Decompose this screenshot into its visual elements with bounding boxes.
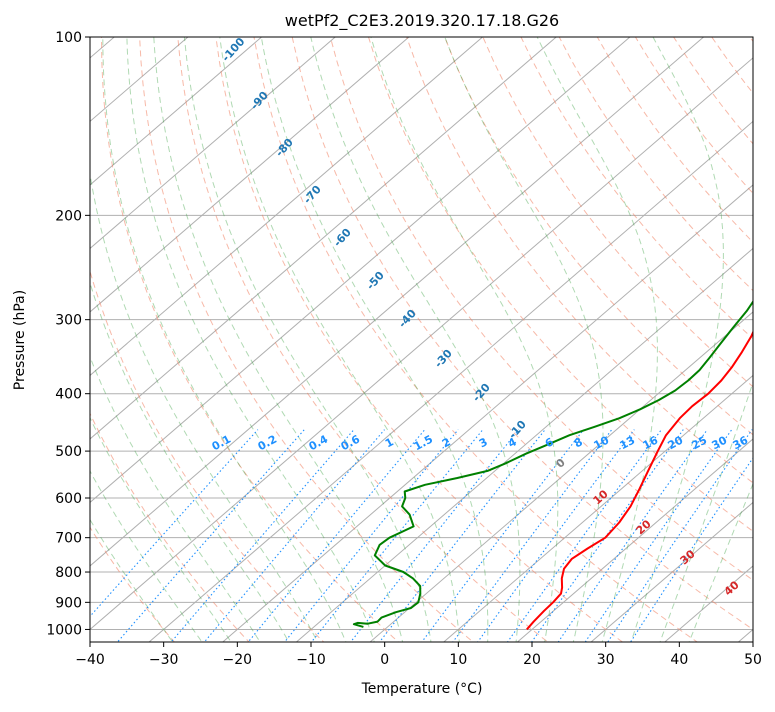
moist-adiabat-line xyxy=(90,355,261,642)
isotherm-line xyxy=(590,501,753,642)
isotherm-line xyxy=(90,37,410,313)
dry-adiabat-line xyxy=(291,37,753,631)
mixing-ratio-label: 30 xyxy=(710,433,730,452)
mixing-ratio-line xyxy=(310,429,484,642)
x-tick-label: 40 xyxy=(670,652,688,668)
mixing-ratio-line xyxy=(203,429,385,642)
y-axis-label: Pressure (hPa) xyxy=(12,290,28,390)
dry-adiabat-line xyxy=(90,269,325,642)
mixing-ratio-line xyxy=(170,429,355,642)
dry-adiabat-line xyxy=(253,37,699,642)
dry-adiabat-line xyxy=(406,37,753,484)
isotherm-line xyxy=(90,37,631,504)
dry-adiabat-line xyxy=(558,37,753,292)
plot-area: -100-90-80-70-60-50-40-30-20-100.1 0.2 0.4… xyxy=(90,37,753,642)
moist-adiabat-line xyxy=(153,37,404,642)
dry-adiabat-line xyxy=(444,37,753,436)
moist-adiabat-line xyxy=(630,37,724,642)
isotherm-line xyxy=(90,57,753,631)
x-axis-label: Temperature (°C) xyxy=(361,681,483,697)
isotherm-line xyxy=(90,37,484,377)
moist-adiabat-line xyxy=(102,37,347,642)
x-tick-label: 30 xyxy=(597,652,615,668)
moist-adiabat-line xyxy=(688,482,753,642)
dry-adiabat-line xyxy=(329,37,753,581)
y-tick-label: 300 xyxy=(55,313,82,329)
isotherm-line xyxy=(369,311,753,642)
moist-adiabat-line xyxy=(90,416,232,642)
isotherm-line xyxy=(443,374,753,642)
dry-adiabat-line xyxy=(520,37,753,340)
mixing-ratio-line xyxy=(378,429,546,642)
moist-adiabat-line xyxy=(90,470,203,642)
dry-adiabat-line xyxy=(139,37,474,642)
dry-adiabat-line xyxy=(215,37,624,642)
moist-adiabat-line xyxy=(90,518,174,642)
mixing-ratio-label: 36 xyxy=(731,433,751,452)
dry-adiabat-line xyxy=(482,37,753,388)
moist-adiabat-line xyxy=(219,37,460,642)
dry-adiabat-line xyxy=(90,412,250,642)
mixing-ratio-label: 16 xyxy=(641,433,661,452)
mixing-ratio-line xyxy=(477,429,635,642)
y-tick-label: 800 xyxy=(55,565,82,581)
isotherm-line xyxy=(90,37,189,123)
y-tick-label: 400 xyxy=(55,387,82,403)
y-tick-label: 500 xyxy=(55,444,82,460)
moist-adiabats xyxy=(90,37,753,642)
axes-frame xyxy=(89,36,754,643)
x-tick-label: 50 xyxy=(744,652,762,668)
moist-adiabat-line xyxy=(260,37,489,642)
moist-adiabat-line xyxy=(659,380,753,642)
moist-adiabat-line xyxy=(90,171,319,642)
x-tick-label: 0 xyxy=(380,652,389,668)
mixing-ratio-label: 20 xyxy=(666,433,686,452)
temperature-profile xyxy=(526,330,753,631)
mixing-ratio-line xyxy=(506,429,662,642)
y-tick-label: 700 xyxy=(55,531,82,547)
y-tick-label: 600 xyxy=(55,491,82,507)
mixing-ratio-line xyxy=(452,429,613,642)
moist-adiabat-line xyxy=(370,37,559,642)
x-tick-label: −40 xyxy=(75,652,105,668)
isotherm-line xyxy=(295,247,753,642)
x-tick-label: −20 xyxy=(223,652,253,668)
y-tick-label: 1000 xyxy=(46,622,82,638)
dry-adiabat-line xyxy=(177,37,549,642)
moist-adiabat-line xyxy=(183,37,432,642)
mixing-ratio-label: 13 xyxy=(618,434,638,453)
isotherm-line xyxy=(90,37,337,250)
mixing-ratio-line xyxy=(116,429,305,642)
y-tick-label: 900 xyxy=(55,595,82,611)
mixing-ratio-line xyxy=(531,429,684,642)
moist-adiabat-line xyxy=(310,37,521,642)
isotherm-line xyxy=(90,37,705,567)
chart-title: wetPf2_C2E3.2019.320.17.18.G26 xyxy=(285,11,559,31)
mixing-ratio-label: 10 xyxy=(592,433,612,452)
isotherm-line xyxy=(222,184,753,642)
mixing-ratio-line xyxy=(629,457,753,642)
x-tick-label: −30 xyxy=(149,652,179,668)
isotherm-line xyxy=(90,37,558,440)
x-tick-label: −10 xyxy=(296,652,326,668)
y-tick-label: 200 xyxy=(55,208,82,224)
isotherm-line xyxy=(90,37,263,186)
moist-adiabat-line xyxy=(444,37,604,642)
x-tick-label: 20 xyxy=(523,652,541,668)
isotherm-line xyxy=(148,120,753,642)
axes: −40 −30 −20 −10 0 10 20 30 40 50 100 200 300 400 500 60… xyxy=(46,30,762,668)
x-tick-label: 10 xyxy=(449,652,467,668)
mixing-ratio-line xyxy=(557,429,708,642)
dry-adiabats xyxy=(90,37,753,642)
mixing-ratio-label: 25 xyxy=(690,434,710,453)
y-tick-label: 100 xyxy=(55,30,82,46)
mixing-ratio-line xyxy=(584,429,733,642)
moist-adiabat-line xyxy=(536,37,658,642)
mixing-ratio-line xyxy=(607,429,753,642)
dewpoint-profile xyxy=(352,299,753,628)
